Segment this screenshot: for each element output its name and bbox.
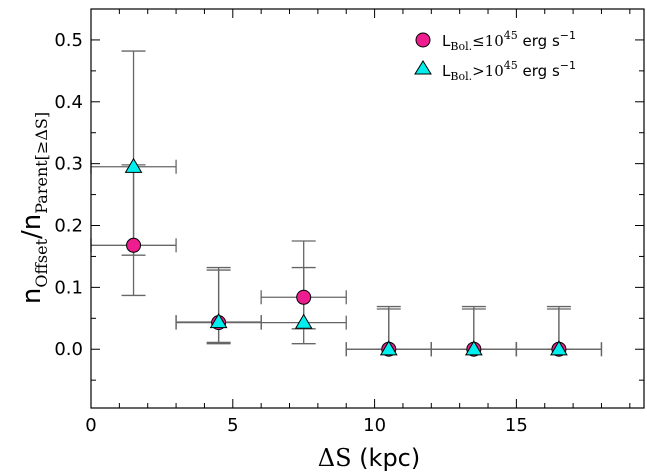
legend-low-base: 10 bbox=[485, 32, 504, 50]
legend-high-op: > bbox=[472, 62, 485, 80]
y-label-sub2: Parent[≥ΔS] bbox=[32, 112, 51, 214]
data-point-triangle bbox=[294, 313, 313, 329]
legend-marker-triangle bbox=[414, 60, 432, 75]
data-point-triangle bbox=[550, 340, 568, 356]
legend-low-L: L bbox=[442, 32, 451, 50]
data-markers bbox=[124, 157, 568, 357]
y-axis-label: nOffset/nParent[≥ΔS] bbox=[17, 112, 51, 304]
legend-marker-circle bbox=[415, 32, 431, 48]
legend-label-low-lum: LBol.≤1045 erg s−1 bbox=[442, 29, 576, 53]
legend-high-L: L bbox=[442, 62, 451, 80]
x-tick-label: 0 bbox=[85, 415, 96, 436]
y-tick-label: 0.2 bbox=[54, 216, 83, 237]
x-tick-label: 15 bbox=[505, 415, 528, 436]
y-tick-label: 0.4 bbox=[54, 92, 83, 113]
legend-high-unit: erg s bbox=[518, 62, 560, 80]
legend-high-sub: Bol. bbox=[450, 70, 472, 83]
data-point-triangle bbox=[124, 157, 143, 173]
data-point-triangle bbox=[379, 340, 398, 356]
data-point-circle bbox=[296, 289, 312, 305]
legend-low-exp: 45 bbox=[504, 29, 518, 42]
x-axis-label-unit: (kpc) bbox=[352, 444, 421, 472]
x-axis-label: ΔS (kpc) bbox=[318, 444, 420, 472]
y-label-sub1: Offset bbox=[32, 238, 51, 287]
legend-high-unit-exp: −1 bbox=[560, 59, 576, 72]
legend: LBol.≤1045 erg s−1 LBol.>1045 erg s−1 bbox=[414, 29, 576, 83]
x-tick-label: 5 bbox=[227, 415, 238, 436]
plot-frame bbox=[90, 8, 645, 409]
y-tick-label: 0.1 bbox=[54, 277, 83, 298]
legend-high-base: 10 bbox=[485, 62, 504, 80]
axis-ticks: 0 5 10 15 0.0 0.1 0.2 0.3 0.4 0.5 bbox=[54, 8, 644, 436]
legend-low-op: ≤ bbox=[472, 32, 485, 50]
data-point-circle bbox=[126, 237, 142, 253]
y-tick-label: 0.5 bbox=[54, 30, 83, 51]
y-tick-label: 0.0 bbox=[54, 339, 83, 360]
y-label-slash: / bbox=[17, 230, 47, 239]
plot-axes bbox=[90, 8, 645, 409]
y-label-n2: n bbox=[17, 214, 47, 230]
x-axis-label-symbol: ΔS bbox=[318, 444, 352, 472]
y-tick-label: 0.3 bbox=[54, 154, 83, 175]
legend-low-unit-exp: −1 bbox=[560, 29, 576, 42]
x-tick-label: 10 bbox=[363, 415, 386, 436]
y-label-n1: n bbox=[17, 288, 47, 304]
legend-high-exp: 45 bbox=[504, 59, 518, 72]
error-bars bbox=[90, 50, 603, 357]
legend-low-sub: Bol. bbox=[450, 40, 472, 53]
data-point-triangle bbox=[464, 340, 483, 356]
legend-label-high-lum: LBol.>1045 erg s−1 bbox=[442, 59, 576, 83]
legend-low-unit: erg s bbox=[518, 32, 560, 50]
data-point-triangle bbox=[209, 313, 228, 329]
